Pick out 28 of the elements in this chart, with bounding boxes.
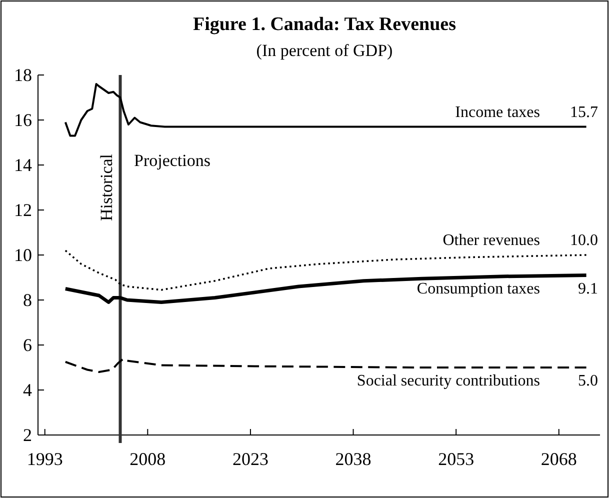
x-tick-label: 1993: [26, 449, 63, 469]
line-series: [64, 358, 588, 373]
chart-subtitle: (In percent of GDP): [256, 41, 393, 60]
x-tick-label: 2023: [232, 449, 268, 469]
series-label: Social security contributions: [356, 372, 540, 390]
y-tick-label: 10: [14, 245, 32, 265]
x-tick-label: 2008: [130, 449, 166, 469]
series-label: Income taxes: [455, 104, 540, 121]
data-label: 10.0: [570, 232, 598, 249]
y-tick-label: 16: [14, 110, 32, 130]
y-tick-label: 12: [14, 200, 32, 220]
y-tick-label: 4: [23, 380, 32, 400]
y-tick-label: 8: [23, 290, 32, 310]
data-label: 15.7: [570, 104, 598, 121]
series-label: Consumption taxes: [416, 280, 540, 298]
y-tick-label: 18: [14, 65, 32, 85]
y-tick-label: 2: [23, 425, 32, 445]
x-tick-label: 2068: [540, 449, 577, 469]
x-tick-label: 2038: [335, 449, 372, 469]
chart-title: Figure 1. Canada: Tax Revenues: [192, 14, 456, 35]
series-label: Other revenues: [442, 232, 540, 249]
ref-line-label: Historical: [97, 154, 116, 222]
data-label: 5.0: [578, 372, 598, 390]
annotation: Projections: [134, 151, 210, 170]
y-tick-label: 6: [23, 335, 32, 355]
data-label: 9.1: [578, 280, 598, 298]
x-tick-label: 2053: [438, 449, 474, 469]
y-tick-label: 14: [14, 155, 32, 175]
